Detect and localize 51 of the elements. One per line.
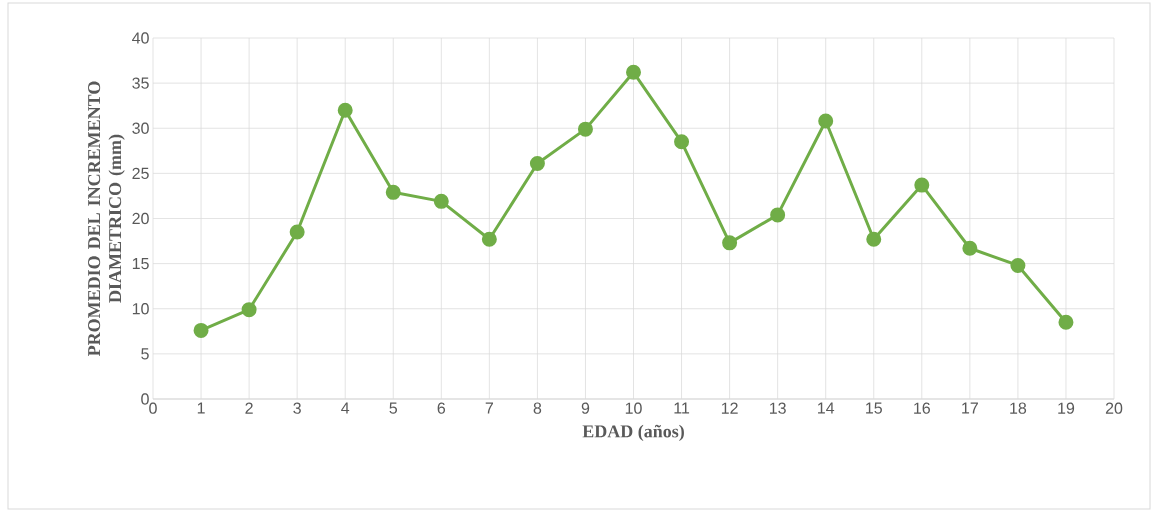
y-tick-label: 0 (141, 393, 149, 405)
y-tick-label: 40 (132, 32, 149, 44)
point (1058, 314, 1074, 330)
y-tick-label: 15 (132, 258, 149, 270)
x-axis-title: EDAD (años) (582, 424, 684, 442)
point (626, 64, 642, 80)
x-tick-label: 20 (1105, 402, 1123, 414)
x-tick-label: 2 (245, 402, 253, 414)
x-tick-label: 6 (437, 402, 446, 414)
x-tick-label: 18 (1010, 402, 1027, 414)
y-tick-label: 5 (141, 348, 149, 360)
point (818, 113, 834, 129)
y-tick-label: 35 (132, 77, 149, 89)
x-tick-label: 12 (721, 402, 738, 414)
x-tick-label: 14 (818, 402, 835, 414)
x-tick-label: 1 (197, 402, 205, 414)
x-tick-label: 5 (389, 402, 398, 414)
point (529, 155, 545, 171)
x-tick-label: 4 (341, 402, 350, 414)
y-tick-label: 10 (132, 303, 149, 315)
point (241, 302, 257, 318)
point (962, 240, 978, 256)
x-tick-label: 3 (293, 402, 301, 414)
point (674, 134, 690, 150)
x-tick-label: 15 (866, 402, 882, 414)
x-tick-label: 0 (149, 402, 157, 414)
y-tick-label: 20 (132, 212, 149, 225)
x-tick-label: 7 (485, 402, 493, 414)
x-tick-label: 13 (769, 402, 786, 414)
point (433, 193, 449, 209)
x-tick-label: 16 (914, 402, 930, 414)
point (385, 184, 401, 200)
point (289, 224, 305, 240)
point (193, 322, 209, 338)
point (866, 231, 882, 247)
y-tick-label: 30 (132, 122, 149, 134)
x-tick-label: 9 (581, 402, 590, 414)
point (914, 177, 930, 193)
point (577, 121, 593, 137)
x-tick-label: 11 (674, 402, 690, 414)
point (337, 102, 353, 118)
x-tick-label: 17 (962, 402, 978, 414)
point (1010, 257, 1026, 273)
y-axis-title: PROMEDIO DEL INCREMENTO DIAMETRICO (mm) (88, 81, 125, 357)
x-tick-label: 8 (533, 402, 542, 414)
point (481, 231, 497, 247)
point (722, 235, 738, 251)
y-tick-label: 25 (132, 167, 149, 180)
x-tick-label: 10 (625, 402, 642, 414)
x-tick-label: 19 (1058, 402, 1075, 414)
point (770, 207, 786, 223)
